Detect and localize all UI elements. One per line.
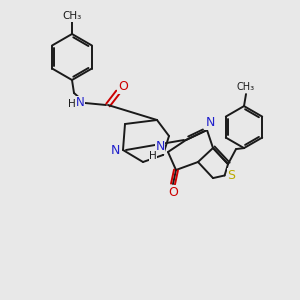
Text: CH₃: CH₃ [62,11,82,21]
Text: O: O [168,185,178,199]
Text: O: O [118,80,128,94]
Text: CH₃: CH₃ [237,82,255,92]
Text: N: N [155,140,165,154]
Text: N: N [110,143,120,157]
Text: N: N [205,116,215,130]
Text: N: N [76,97,84,110]
Text: S: S [228,169,236,182]
Text: H: H [68,99,76,109]
Text: H: H [149,151,157,161]
